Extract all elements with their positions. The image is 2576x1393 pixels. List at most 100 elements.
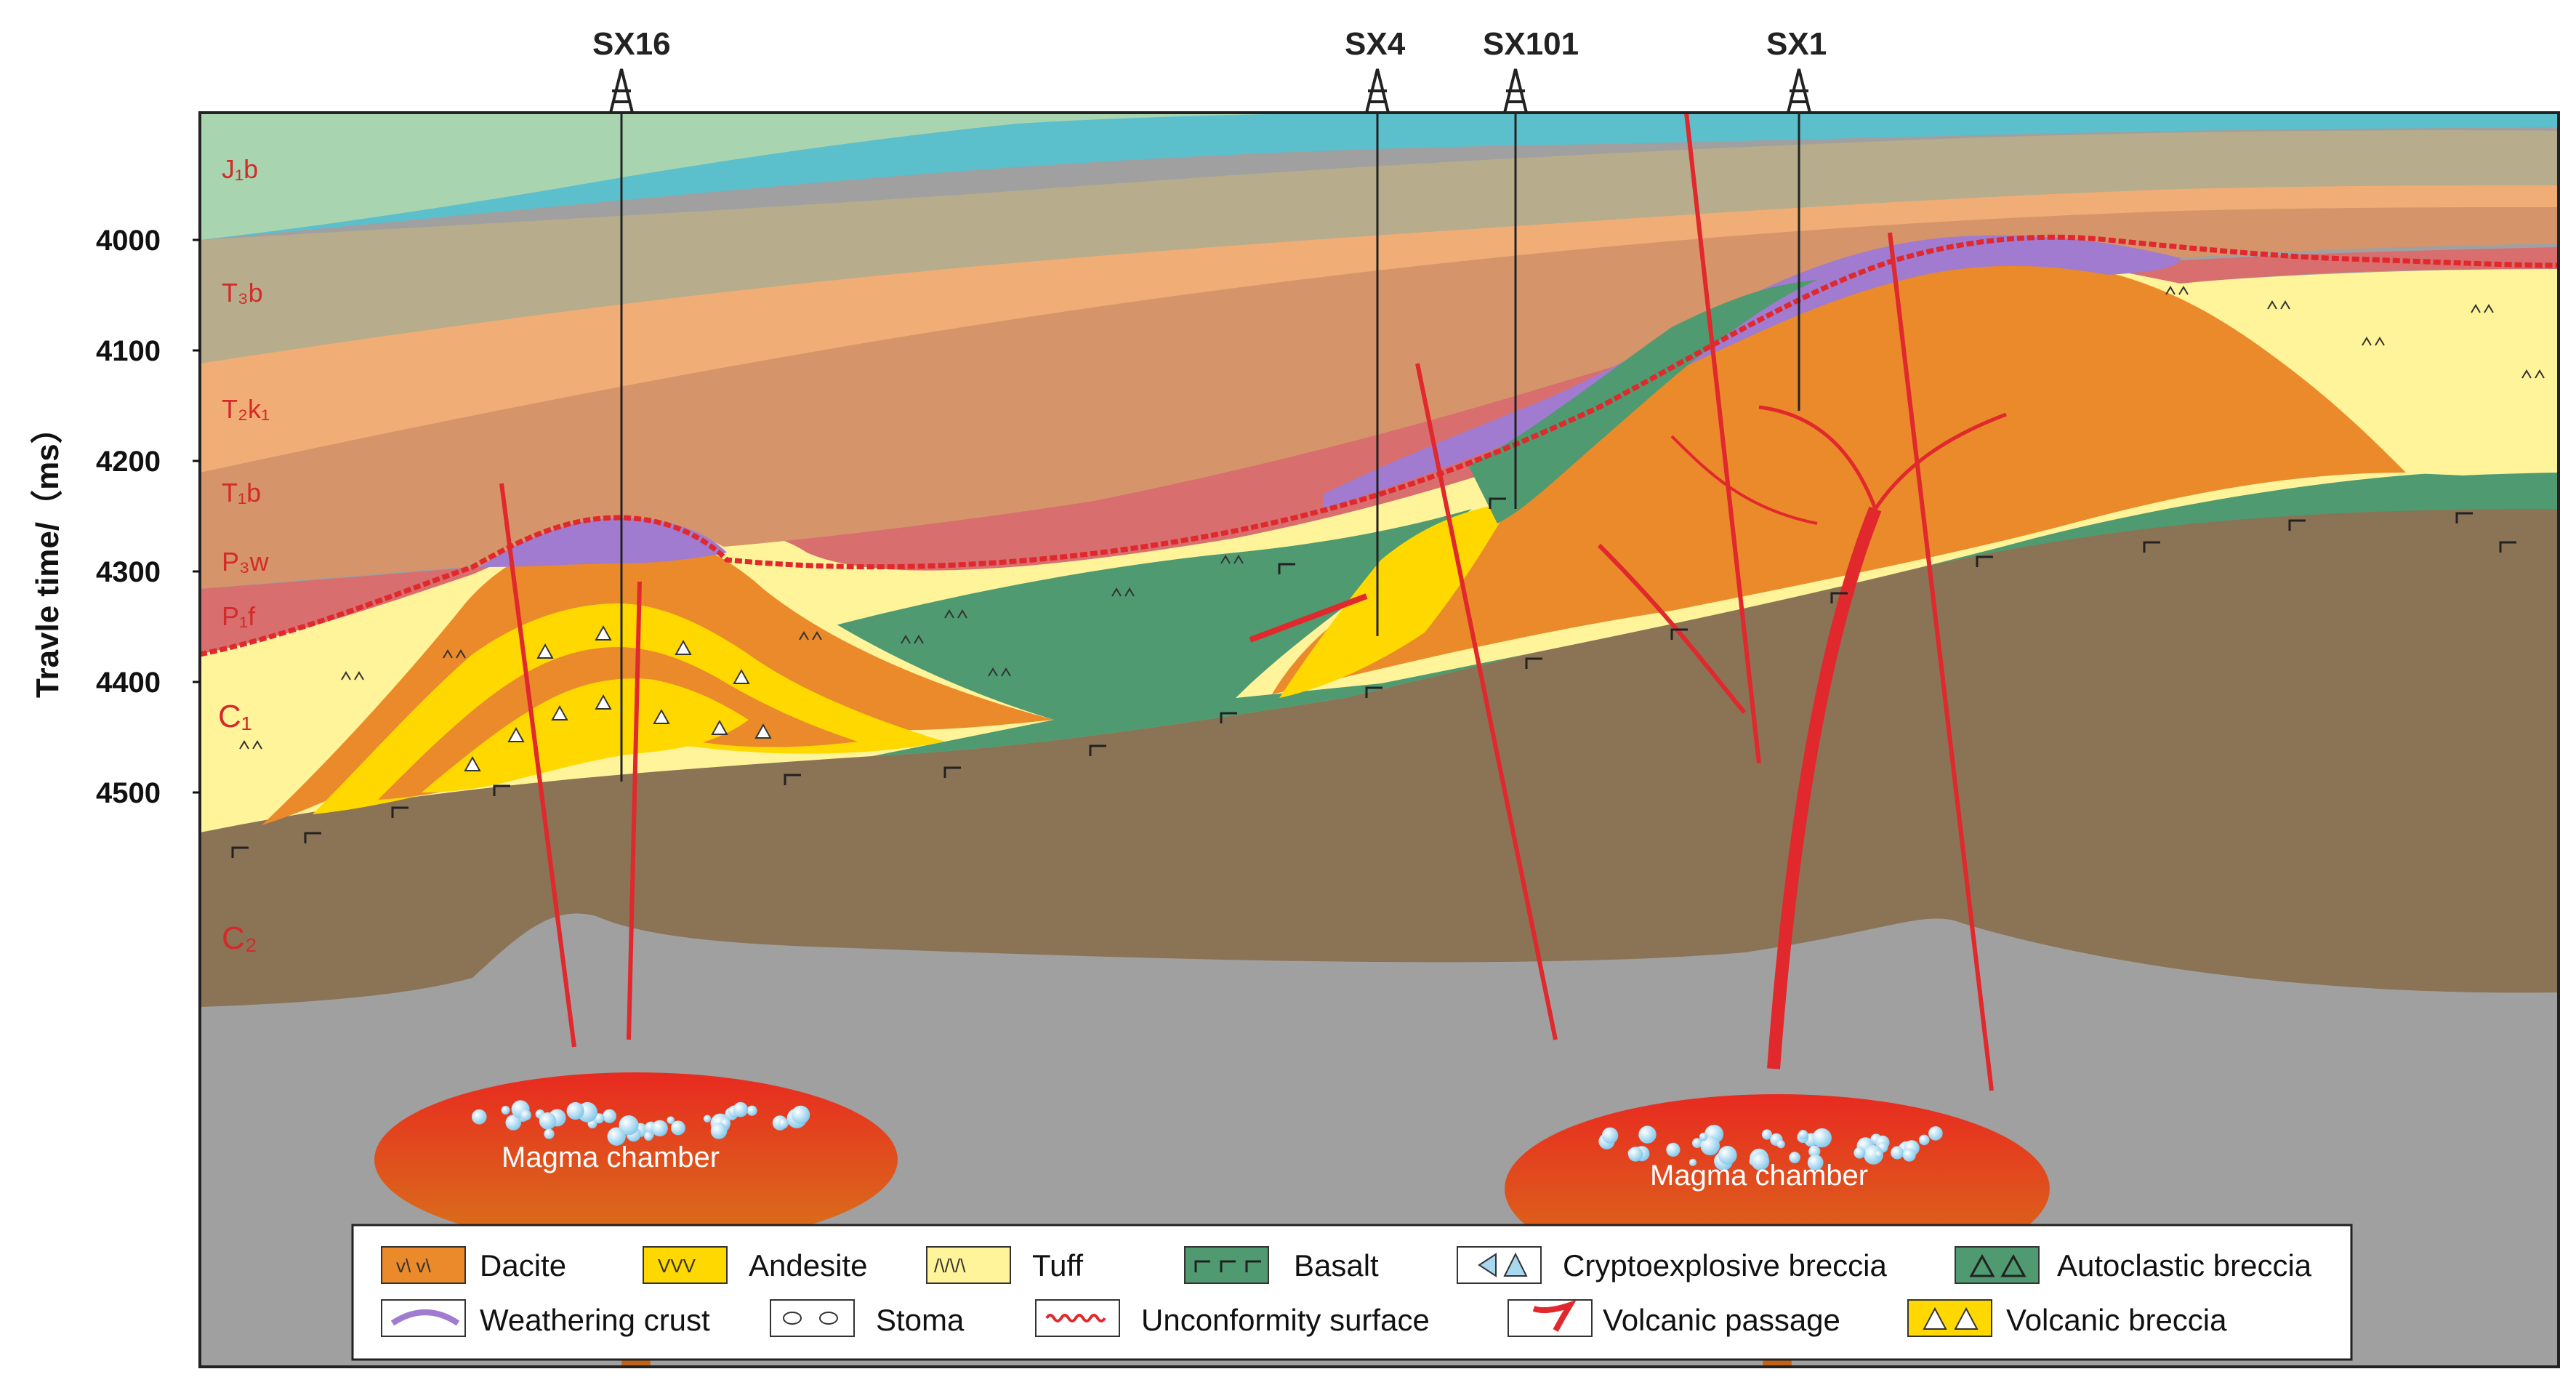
basalt-mark: [391, 806, 408, 818]
basalt-mark: [1365, 686, 1382, 698]
strata-label-p1f: P₁f: [222, 601, 256, 631]
y-tick-4100: 4100: [96, 335, 161, 367]
basalt-mark: [2288, 519, 2306, 531]
magma-bubble: [472, 1109, 487, 1125]
basalt-mark: [1525, 657, 1542, 669]
magma-bubble: [505, 1115, 522, 1131]
magma-bubble: [544, 1128, 555, 1139]
tuff-mark: [799, 631, 822, 641]
breccia-mark: [711, 719, 728, 735]
legend-item-andesite: VVV Andesite: [643, 1246, 867, 1284]
layer-j1b: [200, 113, 1454, 240]
magma-bubble: [1638, 1125, 1657, 1144]
layer-t1b: [200, 131, 2559, 473]
breccia-mark: [595, 694, 612, 710]
magma-bubble: [566, 1101, 584, 1120]
magma-bubble: [1666, 1142, 1681, 1157]
well-sx101: SX101: [1483, 26, 1579, 509]
basalt-mark: [1670, 628, 1688, 640]
volcanic-breccia-symbols: [464, 625, 772, 771]
breccia-mark: [595, 625, 612, 641]
svg-text:Basalt: Basalt: [1294, 1248, 1379, 1282]
magma-bubble: [539, 1112, 557, 1130]
well-sx4: SX4: [1345, 26, 1406, 636]
magma-bubble: [1601, 1127, 1619, 1144]
magma-bubble: [520, 1109, 531, 1121]
breccia-mark: [464, 755, 481, 771]
legend-item-volcanic-passage: Volcanic passage: [1508, 1299, 1840, 1337]
magma-bubble: [1751, 1152, 1770, 1171]
y-tick-4000: 4000: [96, 225, 161, 257]
legend-item-cryptoexplosive-breccia: Cryptoexplosive breccia: [1457, 1246, 1888, 1284]
y-tick-4400: 4400: [96, 667, 161, 699]
strata-label-c2: C₂: [222, 920, 257, 956]
basalt-symbols: [231, 497, 2516, 858]
left-volcano-andesite-core: [422, 678, 749, 792]
central-weathering-crust: [1323, 235, 2181, 509]
magma-bubble: [1807, 1155, 1824, 1171]
well-sx1: SX1: [1766, 26, 1827, 411]
tuff-mark: [2267, 300, 2290, 310]
tuff-mark: [443, 649, 466, 659]
tuff-mark: [2362, 337, 2385, 346]
magma-chamber-label-left: Magma chamber: [502, 1141, 720, 1173]
legend-item-tuff: /\/\/\ Tuff: [926, 1246, 1083, 1284]
svg-text:Weathering crust: Weathering crust: [480, 1303, 710, 1337]
magma-bubble: [1798, 1130, 1808, 1140]
magma-bubble: [1928, 1126, 1943, 1141]
y-tick-4500: 4500: [96, 777, 161, 809]
magma-bubble: [651, 1120, 668, 1137]
tuff-mark: [901, 635, 924, 644]
basalt-mark: [1278, 563, 1295, 574]
legend-item-unconformity-surface: Unconformity surface: [1035, 1299, 1430, 1337]
strata-label-p3w: P₃w: [222, 547, 270, 577]
strata-label-t1b: T₁b: [222, 478, 261, 507]
legend-item-basalt: Basalt: [1184, 1246, 1379, 1284]
y-axis: 4000 4100 4200 4300 4400 4500 Travle tim…: [30, 225, 200, 809]
magma-bubble: [1689, 1158, 1697, 1166]
tuff-mark: [1220, 555, 1244, 564]
basalt-mark: [943, 766, 961, 778]
svg-text:Dacite: Dacite: [480, 1248, 566, 1282]
magma-bubble: [1853, 1147, 1866, 1159]
svg-text:v\ v\: v\ v\: [396, 1255, 431, 1277]
layer-p1f: [200, 247, 2559, 654]
svg-text:Volcanic breccia: Volcanic breccia: [2006, 1303, 2227, 1337]
well-label-sx1: SX1: [1766, 26, 1827, 62]
magma-bubble: [733, 1101, 749, 1117]
tuff-mark: [341, 671, 364, 681]
svg-text:Cryptoexplosive breccia: Cryptoexplosive breccia: [1563, 1248, 1888, 1282]
left-weathering-crust: [480, 518, 727, 567]
strata-labels: J₁b T₃b T₂k₁ T₁b P₃w P₁f C₁ C₂: [218, 154, 270, 956]
unconformity-surface: [200, 234, 2559, 657]
central-basalt-dome: [1468, 280, 1817, 523]
basalt-mark: [1220, 712, 1237, 723]
breccia-mark: [653, 708, 670, 724]
breccia-mark: [733, 668, 750, 684]
basalt-mark: [2455, 512, 2473, 523]
magma-bubble: [1776, 1140, 1785, 1149]
magma-bubble: [778, 1118, 789, 1129]
basalt-mark: [2499, 541, 2516, 553]
magma-bubbles-left: [472, 1100, 810, 1146]
svg-text:Unconformity surface: Unconformity surface: [1141, 1303, 1430, 1337]
magma-bubble: [607, 1127, 626, 1146]
magma-bubble: [1875, 1150, 1883, 1158]
magma-bubble: [1891, 1146, 1904, 1160]
tuff-mark: [2471, 304, 2494, 313]
basalt-mark: [784, 774, 801, 785]
svg-text:Andesite: Andesite: [749, 1248, 867, 1282]
magma-bubble: [619, 1115, 639, 1136]
breccia-mark: [507, 726, 525, 742]
well-label-sx101: SX101: [1483, 26, 1579, 62]
strata-label-t2k1: T₂k₁: [222, 394, 270, 424]
magma-bubble: [1699, 1132, 1708, 1141]
volcanic-passages: [1249, 405, 2007, 1069]
y-axis-title: Travle time/（ms）: [30, 412, 65, 698]
magma-chamber-label-right: Magma chamber: [1650, 1160, 1868, 1192]
svg-text:Autoclastic breccia: Autoclastic breccia: [2057, 1248, 2312, 1282]
basalt-mark: [1830, 592, 1848, 603]
basalt-mark: [1489, 497, 1506, 509]
breccia-mark: [675, 639, 692, 655]
